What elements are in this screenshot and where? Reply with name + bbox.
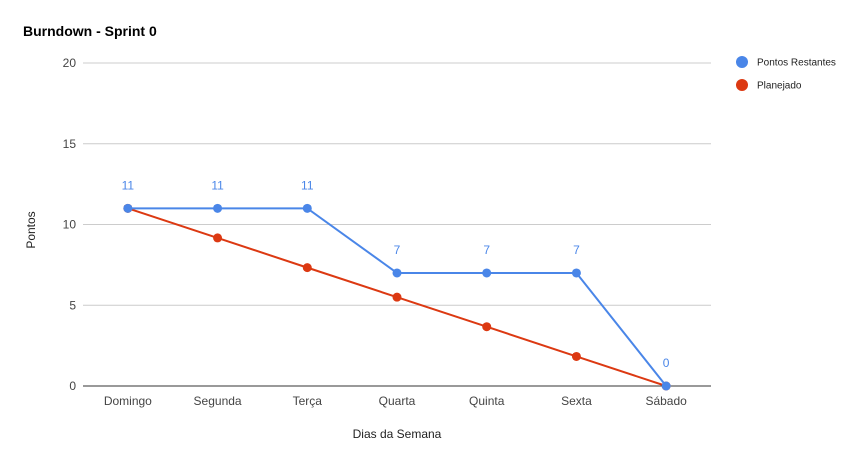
x-tick-label: Sábado: [645, 394, 687, 408]
data-label: 11: [122, 178, 135, 192]
x-tick-label: Terça: [293, 394, 323, 408]
data-point: [661, 381, 671, 391]
gridlines: [83, 62, 711, 306]
y-axis-ticks: 0 5 10 15 20: [63, 56, 77, 393]
x-tick-label: Quinta: [469, 394, 505, 408]
y-tick-label: 15: [63, 137, 77, 151]
data-label: 7: [394, 243, 401, 257]
data-point: [213, 203, 223, 213]
legend-label: Pontos Restantes: [757, 58, 836, 69]
y-tick-label: 10: [63, 218, 77, 232]
data-label: 7: [573, 243, 580, 257]
data-point: [482, 268, 492, 278]
data-point: [482, 322, 492, 332]
legend-label: Planejado: [757, 81, 802, 92]
y-axis-title: Pontos: [24, 211, 38, 248]
data-point: [392, 292, 402, 302]
data-point: [571, 351, 581, 361]
legend-marker: [736, 79, 748, 91]
data-point: [302, 263, 312, 273]
y-tick-label: 0: [69, 379, 76, 393]
x-tick-label: Sexta: [561, 394, 592, 408]
y-tick-label: 5: [69, 298, 76, 312]
legend-marker: [736, 56, 748, 68]
data-point: [302, 203, 312, 213]
data-point: [571, 268, 581, 278]
data-label: 0: [663, 356, 670, 370]
series-layer: 11 11 11 7 7 7 0: [122, 178, 671, 391]
x-tick-label: Segunda: [194, 394, 242, 408]
x-axis-ticks: Domingo Segunda Terça Quarta Quinta Sexta Sába…: [104, 394, 687, 408]
x-tick-label: Domingo: [104, 394, 152, 408]
data-label: 11: [301, 178, 314, 192]
x-axis-title: Dias da Semana: [353, 427, 442, 441]
data-point: [123, 203, 133, 213]
x-tick-label: Quarta: [379, 394, 416, 408]
data-point: [213, 233, 223, 243]
legend: Pontos Restantes Planejado: [736, 56, 836, 92]
chart-title: Burndown - Sprint 0: [23, 23, 157, 39]
y-tick-label: 20: [63, 56, 77, 70]
data-point: [392, 268, 402, 278]
data-label: 7: [483, 243, 490, 257]
data-label: 11: [211, 178, 224, 192]
